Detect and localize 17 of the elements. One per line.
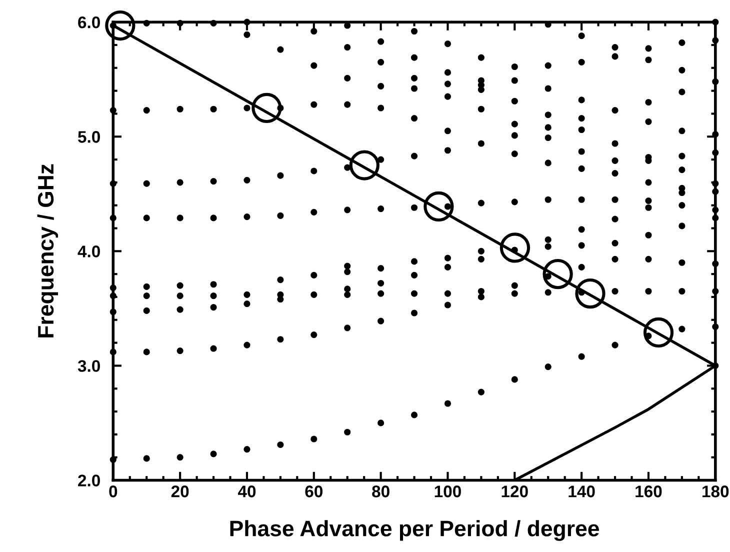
x-tick-label: 40 (238, 486, 256, 498)
x-tick-label: 180 (702, 486, 729, 498)
y-tick-label: 5.0 (78, 131, 100, 143)
x-tick-label: 20 (171, 486, 189, 498)
y-tick-label: 4.0 (78, 246, 100, 258)
y-tick-label: 6.0 (78, 16, 100, 28)
x-tick-label: 80 (372, 486, 390, 498)
x-tick-label: 160 (636, 486, 662, 498)
x-tick-label: 60 (305, 486, 322, 498)
x-tick-label: 140 (568, 486, 595, 498)
y-tick-label: 3.0 (78, 360, 100, 372)
x-axis-title: Phase Advance per Period / degree (230, 520, 599, 541)
y-tick-label: 2.0 (78, 474, 100, 486)
x-tick-label: 100 (434, 486, 461, 498)
x-tick-label: 120 (502, 486, 528, 498)
x-tick-label: 0 (109, 486, 118, 498)
y-axis-title: Frequency / GHz (37, 164, 58, 338)
